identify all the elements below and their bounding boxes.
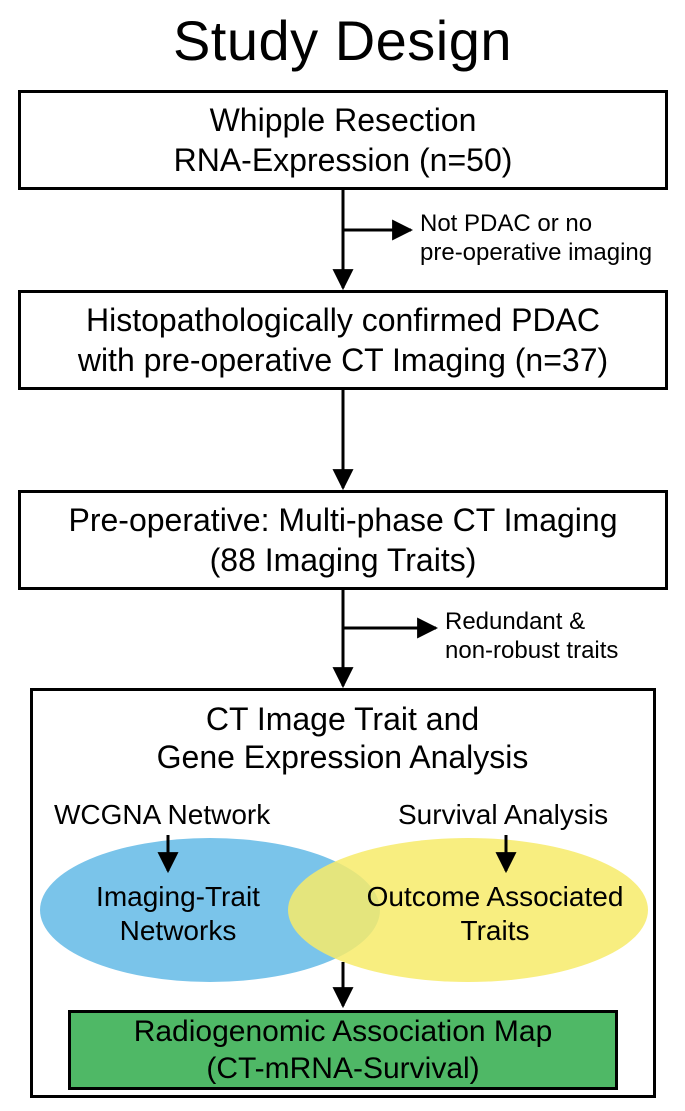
analysis-title-line2: Gene Expression Analysis xyxy=(0,738,685,776)
exclusion1-line1: Not PDAC or no xyxy=(420,210,652,239)
box-step3: Pre-operative: Multi-phase CT Imaging (8… xyxy=(18,490,668,590)
box-step2-line1: Histopathologically confirmed PDAC xyxy=(21,300,665,340)
venn-right-line2: Traits xyxy=(350,914,640,948)
venn-right-line1: Outcome Associated xyxy=(350,880,640,914)
analysis-title-line1: CT Image Trait and xyxy=(0,700,685,738)
analysis-title: CT Image Trait and Gene Expression Analy… xyxy=(0,700,685,777)
result-box: Radiogenomic Association Map (CT-mRNA-Su… xyxy=(68,1010,618,1090)
survival-label: Survival Analysis xyxy=(398,798,608,832)
exclusion-label-2: Redundant & non-robust traits xyxy=(445,608,618,666)
venn-left-line1: Imaging-Trait xyxy=(68,880,288,914)
flowchart-canvas: Study Design Whipple Resection RNA-Expre… xyxy=(0,0,685,1111)
box-step1: Whipple Resection RNA-Expression (n=50) xyxy=(18,90,668,190)
exclusion2-line1: Redundant & xyxy=(445,608,618,637)
exclusion2-line2: non-robust traits xyxy=(445,637,618,666)
venn-left-text: Imaging-Trait Networks xyxy=(68,880,288,947)
result-line2: (CT-mRNA-Survival) xyxy=(71,1050,615,1088)
venn-left-line2: Networks xyxy=(68,914,288,948)
exclusion1-line2: pre-operative imaging xyxy=(420,239,652,268)
venn-right-text: Outcome Associated Traits xyxy=(350,880,640,947)
wcgna-label: WCGNA Network xyxy=(54,798,270,832)
box-step3-line1: Pre-operative: Multi-phase CT Imaging xyxy=(21,500,665,540)
box-step2-line2: with pre-operative CT Imaging (n=37) xyxy=(21,340,665,380)
box-step2: Histopathologically confirmed PDAC with … xyxy=(18,290,668,390)
diagram-title: Study Design xyxy=(0,8,685,73)
exclusion-label-1: Not PDAC or no pre-operative imaging xyxy=(420,210,652,268)
box-step1-line1: Whipple Resection xyxy=(21,100,665,140)
box-step1-line2: RNA-Expression (n=50) xyxy=(21,140,665,180)
box-step3-line2: (88 Imaging Traits) xyxy=(21,540,665,580)
result-line1: Radiogenomic Association Map xyxy=(71,1013,615,1051)
